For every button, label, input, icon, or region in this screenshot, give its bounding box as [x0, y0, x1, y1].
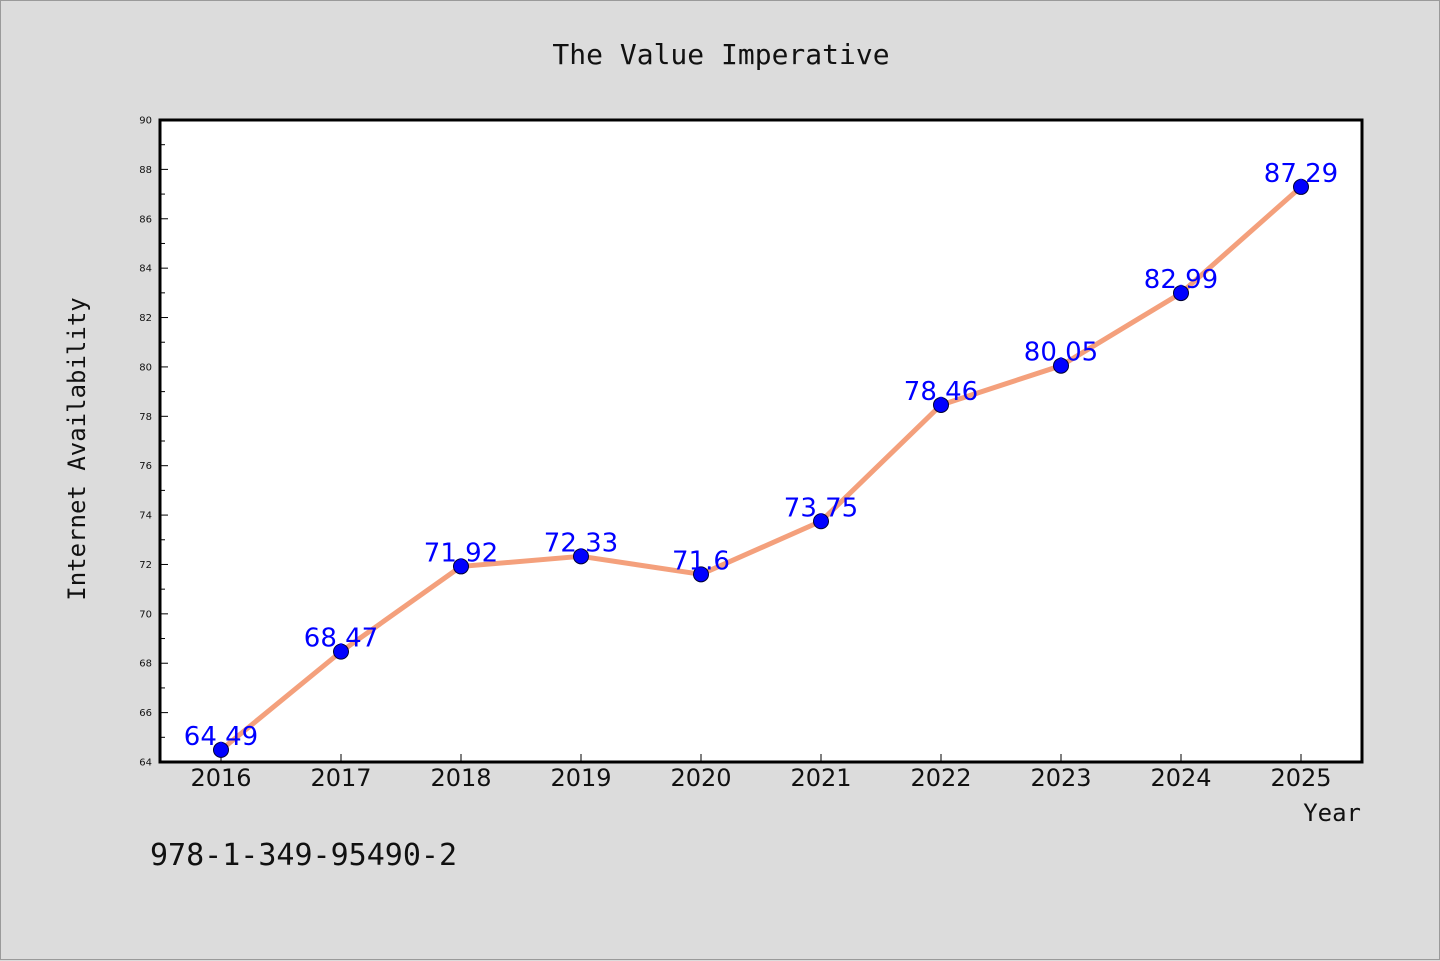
y-tick-label: 64 — [139, 758, 152, 769]
data-label: 82.99 — [1144, 265, 1218, 295]
y-tick-label: 82 — [139, 313, 152, 324]
data-label: 71.6 — [672, 546, 730, 576]
y-tick-label: 86 — [139, 214, 152, 225]
y-tick-label: 78 — [139, 412, 152, 423]
x-tick-label: 2017 — [310, 764, 371, 792]
data-label: 72.33 — [544, 528, 618, 558]
y-tick-label: 88 — [139, 165, 152, 176]
x-tick-label: 2018 — [430, 764, 491, 792]
series-line-group — [218, 184, 1304, 753]
data-points — [213, 178, 1309, 758]
chart-title: The Value Imperative — [552, 38, 889, 71]
data-label: 68.47 — [304, 624, 378, 654]
series-line — [218, 184, 1304, 753]
data-label: 71.92 — [424, 538, 498, 568]
data-point — [933, 396, 949, 413]
data-point — [453, 558, 469, 575]
y-tick-label: 72 — [139, 560, 152, 571]
data-label: 78.46 — [904, 377, 978, 407]
plot-area — [158, 118, 1364, 764]
data-point — [813, 513, 829, 530]
data-point — [1173, 285, 1189, 302]
x-tick-label: 2016 — [190, 764, 251, 792]
x-axis-title: Year — [1303, 799, 1361, 827]
data-point — [333, 643, 349, 660]
y-tick-label: 84 — [139, 264, 152, 275]
x-axis: 2016 2017 2018 2019 2020 2021 2022 2023 2024 2025 — [190, 754, 1332, 792]
y-axis: 64 66 68 70 72 74 76 78 80 82 84 86 88 90 — [139, 116, 168, 769]
data-label: 80.05 — [1024, 338, 1098, 368]
x-tick-label: 2025 — [1270, 764, 1331, 792]
data-label: 87.29 — [1264, 159, 1338, 189]
isbn-text: 978-1-349-95490-2 — [150, 838, 457, 873]
data-point — [693, 566, 709, 583]
data-point — [213, 741, 229, 758]
x-tick-label: 2021 — [790, 764, 851, 792]
data-label: 73.75 — [784, 493, 858, 523]
y-tick-label: 70 — [139, 609, 152, 620]
y-tick-label: 74 — [139, 511, 152, 522]
x-tick-label: 2024 — [1150, 764, 1211, 792]
y-tick-label: 68 — [139, 659, 152, 670]
x-tick-label: 2020 — [670, 764, 731, 792]
y-tick-label: 76 — [139, 461, 152, 472]
y-tick-label: 66 — [139, 708, 152, 719]
x-tick-label: 2022 — [910, 764, 971, 792]
x-tick-label: 2023 — [1030, 764, 1091, 792]
data-point — [1053, 357, 1069, 374]
y-axis-title: Internet Availability — [63, 297, 91, 600]
y-tick-label: 90 — [139, 116, 152, 127]
data-labels: 64.49 68.47 71.92 72.33 71.6 73.75 78.46 80.05 8… — [184, 159, 1338, 752]
data-point — [573, 548, 589, 565]
data-point — [1293, 178, 1309, 195]
x-tick-label: 2019 — [550, 764, 611, 792]
y-tick-label: 80 — [139, 362, 152, 373]
data-label: 64.49 — [184, 722, 258, 752]
